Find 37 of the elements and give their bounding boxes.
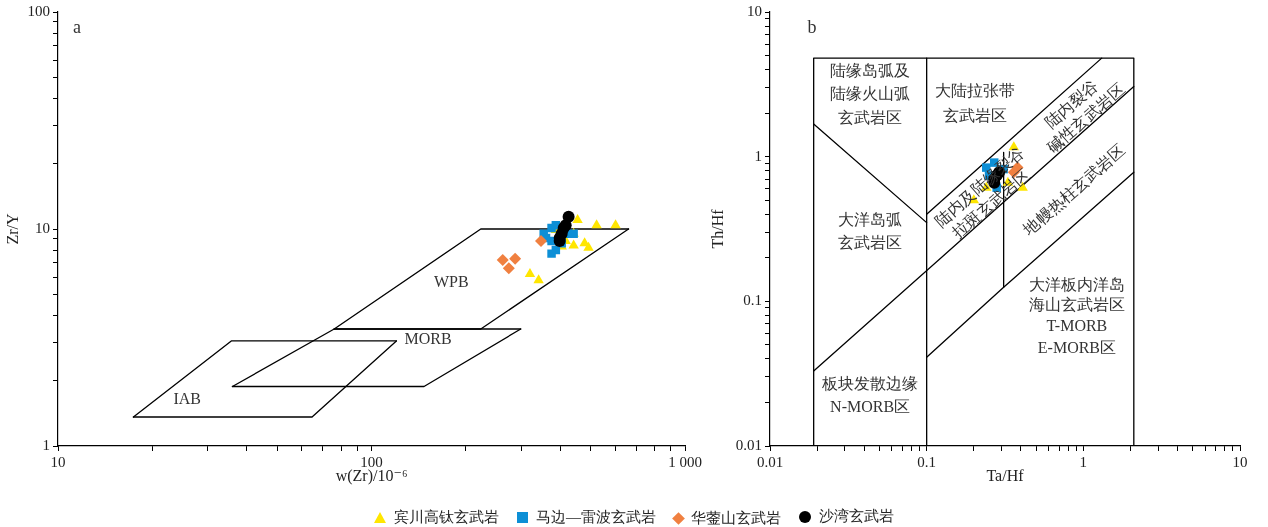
- y-tick-label: 10: [35, 219, 50, 236]
- annotation: a: [73, 16, 82, 37]
- legend-label: 沙湾玄武岩: [819, 507, 894, 526]
- y-tick-label: 1: [42, 436, 50, 453]
- x-tick-label: 1 000: [668, 453, 702, 470]
- x-tick-label: 10: [50, 453, 66, 470]
- annotation: 玄武岩区: [942, 107, 1007, 125]
- y-tick-label: 1: [754, 147, 762, 164]
- annotation: 陆缘岛弧及: [830, 61, 911, 79]
- annotation: 板块发散边缘: [821, 374, 919, 392]
- x-tick-label: 10: [1232, 453, 1248, 470]
- annotation: WPB: [433, 272, 469, 290]
- legend-label: 马边—雷波玄武岩: [536, 507, 656, 527]
- x-tick-label: 0.1: [917, 453, 937, 470]
- annotation: T-MORB: [1046, 317, 1108, 335]
- x-axis-title: Ta/Hf: [986, 466, 1025, 484]
- annotation: IAB: [173, 389, 201, 407]
- annotation: 玄武岩区: [838, 109, 903, 127]
- y-tick-label: 0.01: [735, 436, 762, 453]
- y-axis-title: Zr/Y: [3, 213, 21, 245]
- y-tick-label: 0.1: [743, 292, 762, 309]
- annotation: N-MORB区: [830, 398, 911, 416]
- y-tick-label: 100: [27, 2, 50, 19]
- annotation: 大洋板内洋岛: [1028, 275, 1125, 293]
- annotation: 大洋岛弧: [838, 210, 903, 228]
- annotation: 陆缘火山弧: [830, 85, 911, 103]
- y-axis-title: Th/Hf: [708, 208, 726, 249]
- y-tick-label: 10: [747, 2, 762, 19]
- x-tick-label: 1: [1079, 453, 1088, 470]
- annotation: 玄武岩区: [838, 233, 903, 251]
- annotation: b: [807, 16, 817, 37]
- annotation: MORB: [404, 330, 452, 348]
- legend-label: 宾川高钛玄武岩: [394, 507, 499, 527]
- annotation: E-MORB区: [1037, 339, 1117, 357]
- annotation: 海山玄武岩区: [1028, 296, 1125, 314]
- annotation: 大陆拉张带: [934, 82, 1015, 100]
- legend-label: 华蓥山玄武岩: [691, 508, 781, 527]
